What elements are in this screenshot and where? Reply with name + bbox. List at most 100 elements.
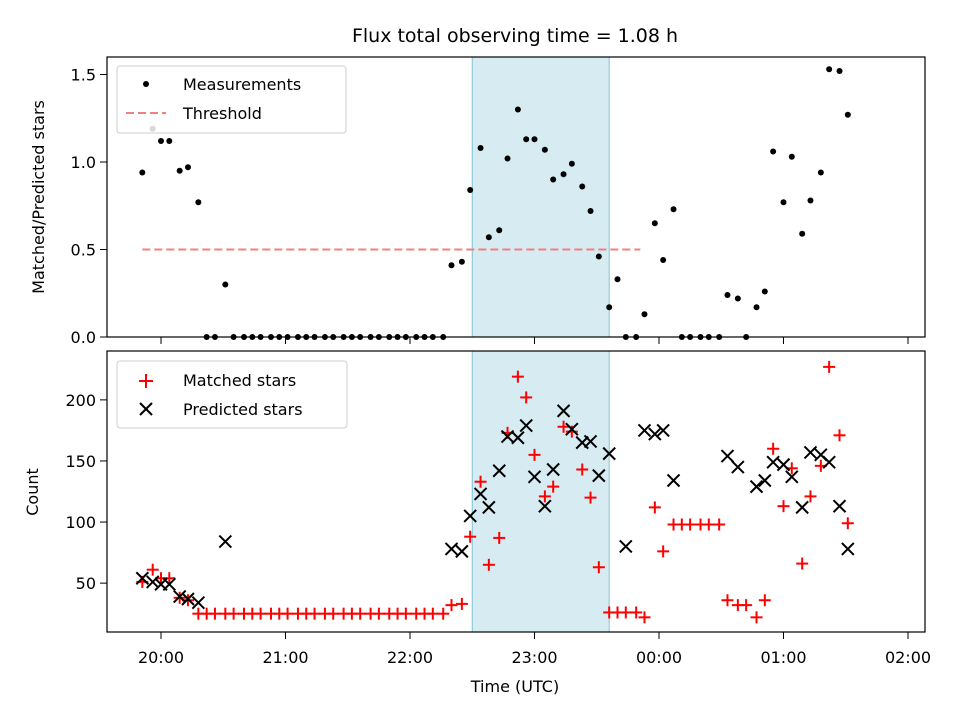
chart-title: Flux total observing time = 1.08 h: [352, 25, 678, 47]
legend-label-measurements: Measurements: [183, 75, 301, 94]
predicted-star-point: [546, 462, 560, 477]
x-tick-label: 20:00: [138, 648, 184, 667]
bottom-legend: Matched stars Predicted stars: [116, 360, 348, 429]
measurement-point: [651, 220, 658, 227]
measurement-point: [579, 183, 586, 190]
matched-star-point: [511, 370, 524, 383]
top-y-axis: 0.0 0.5 1.0 1.5: [71, 66, 107, 347]
top-y-tick-label: 1.5: [71, 66, 96, 85]
predicted-star-point: [218, 534, 233, 549]
x-tick-label: 23:00: [511, 648, 557, 667]
matched-star-point: [372, 607, 385, 620]
matched-star-point: [657, 545, 670, 558]
predicted-star-point: [666, 473, 681, 488]
bottom-y-tick-label: 50: [76, 574, 96, 593]
measurement-point: [496, 227, 503, 234]
matched-star-point: [576, 463, 589, 476]
measurement-point: [477, 145, 484, 151]
legend-marker-measurements: [143, 81, 149, 87]
matched-star-point: [445, 599, 458, 612]
measurement-point: [176, 167, 183, 174]
measurement-point: [844, 111, 851, 118]
measurement-point: [448, 262, 455, 269]
matched-star-point: [684, 518, 697, 531]
measurement-point: [531, 136, 538, 143]
measurement-point: [734, 295, 741, 302]
matched-star-point: [584, 491, 597, 504]
matched-star-point: [474, 475, 487, 488]
measurement-point: [770, 148, 777, 155]
predicted-star-point: [766, 455, 780, 469]
predicted-star-point: [463, 509, 477, 523]
top-axes-frame: [106, 56, 926, 338]
measurement-point: [761, 288, 768, 295]
predicted-star-point: [822, 455, 836, 469]
matched-star-point: [557, 420, 570, 433]
measurement-point: [799, 230, 806, 237]
matched-star-point: [767, 442, 780, 455]
predicted-star-point: [720, 449, 735, 463]
predicted-star-point: [758, 473, 772, 488]
matched-star-point: [823, 360, 836, 373]
measurement-point: [595, 253, 602, 260]
measurement-point: [836, 68, 843, 74]
predicted-star-point: [841, 542, 855, 556]
matched-star-point: [254, 607, 267, 620]
matched-star-point: [528, 448, 541, 461]
measurement-point: [614, 276, 621, 283]
predicted-star-point: [511, 431, 525, 445]
bottom-y-tick-label: 150: [65, 452, 96, 471]
measurement-point: [670, 206, 677, 213]
matched-star-point: [437, 607, 450, 620]
top-y-tick-label: 1.0: [71, 153, 96, 172]
matched-star-point: [750, 611, 763, 624]
measurement-point: [587, 208, 594, 214]
measurement-point: [753, 304, 760, 311]
measurement-point: [606, 304, 613, 311]
matched-star-point: [804, 490, 817, 503]
predicted-star-point: [519, 418, 533, 433]
predicted-star-point: [648, 427, 662, 441]
measurement-point: [550, 176, 557, 183]
matched-star-point: [327, 607, 340, 620]
matched-star-point: [482, 558, 495, 571]
measurement-point: [467, 187, 474, 193]
measurement-point: [560, 171, 567, 178]
bottom-plot-area: [135, 360, 855, 624]
matched-star-point: [796, 557, 809, 570]
matched-star-point: [619, 606, 632, 619]
matched-star-point: [758, 594, 771, 607]
measurement-point: [158, 138, 164, 144]
x-tick-label: 00:00: [636, 648, 682, 667]
matched-star-point: [208, 607, 221, 620]
matched-star-point: [638, 611, 651, 624]
matched-star-point: [227, 607, 240, 620]
x-tick-label: 01:00: [760, 648, 806, 667]
measurement-point: [222, 281, 229, 288]
matched-star-point: [163, 572, 176, 585]
predicted-star-point: [145, 575, 160, 589]
matched-star-point: [713, 518, 726, 531]
predicted-star-point: [473, 487, 488, 501]
predicted-star-point: [482, 500, 496, 515]
matched-star-point: [399, 607, 412, 620]
measurement-point: [184, 164, 191, 171]
legend-marker-matched-stars: [139, 374, 153, 388]
predicted-star-point: [538, 499, 552, 513]
bottom-shaded-interval: [471, 350, 610, 633]
bottom-panel: 50 100 150 200 20:00 21:00 22:00 23:00 00:00 01:…: [23, 337, 931, 696]
predicted-star-point: [776, 457, 791, 472]
bottom-y-tick-label: 100: [65, 513, 96, 532]
predicted-star-point: [795, 500, 809, 515]
predicted-star-point: [803, 445, 818, 460]
matched-star-point: [493, 531, 506, 544]
predicted-star-point: [656, 423, 670, 438]
measurement-point: [458, 258, 465, 265]
matched-star-point: [565, 425, 578, 438]
predicted-star-point: [162, 577, 177, 592]
x-tick-label: 22:00: [387, 648, 433, 667]
matched-star-point: [630, 606, 643, 619]
x-axis: 20:00 21:00 22:00 23:00 00:00 01:00 02:00: [138, 337, 931, 667]
matched-star-point: [777, 500, 790, 513]
